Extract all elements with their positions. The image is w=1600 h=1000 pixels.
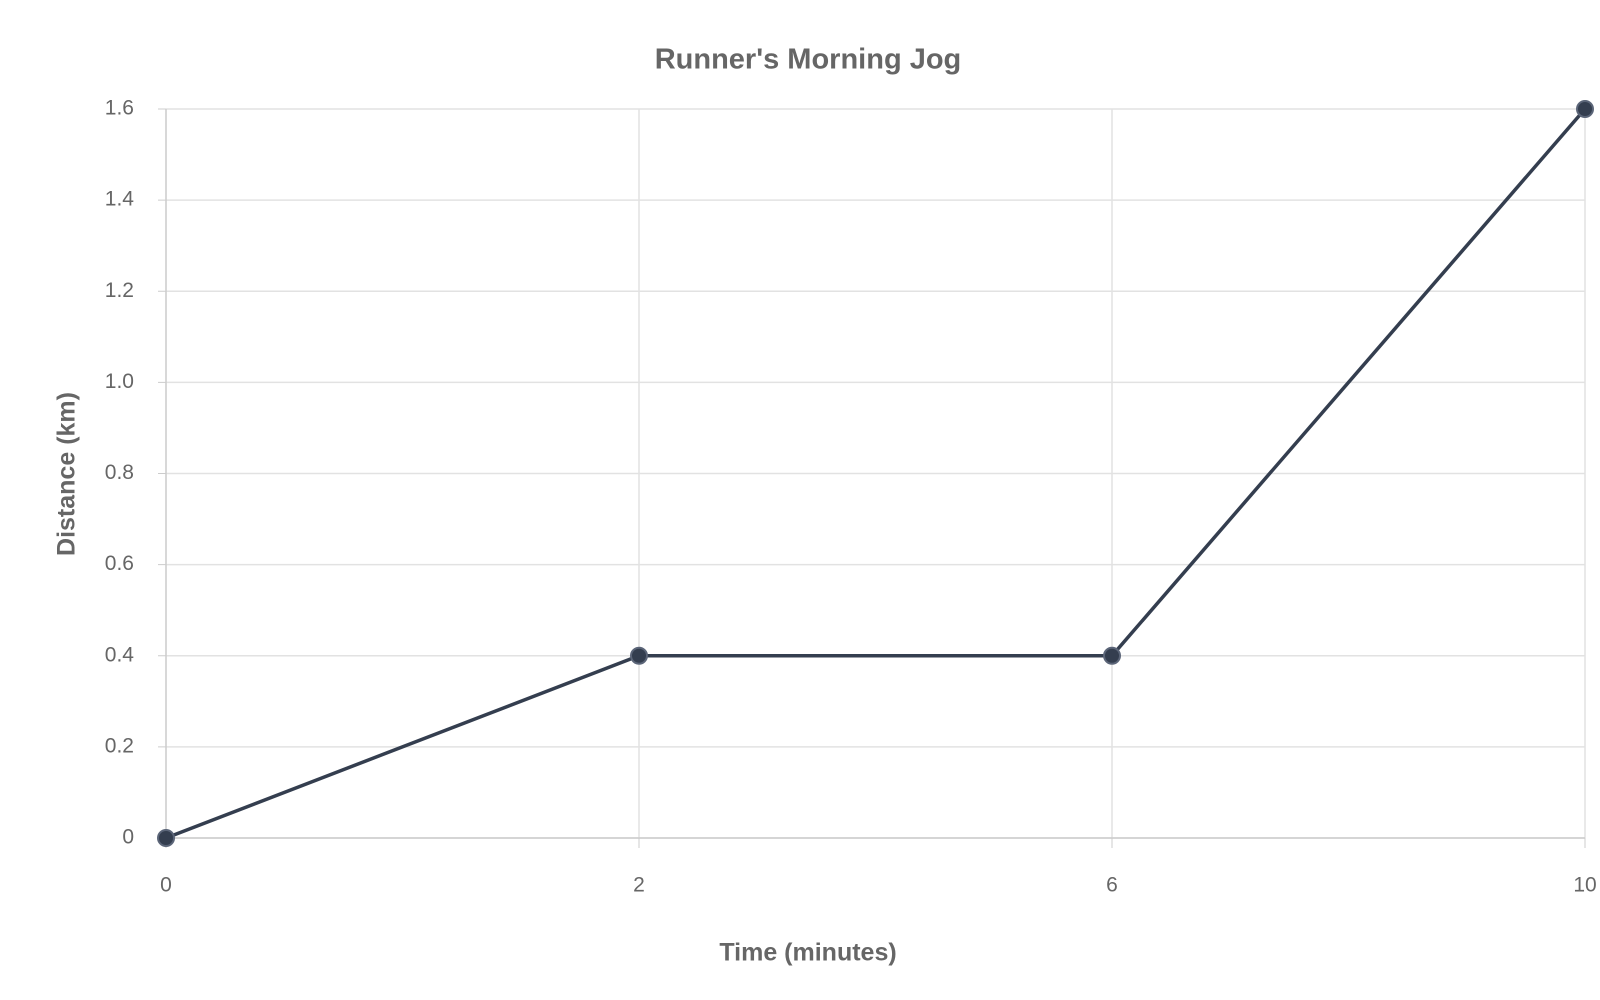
x-axis-title: Time (minutes) xyxy=(719,939,896,967)
y-tick-label: 1.6 xyxy=(105,97,134,120)
y-tick-label: 0.8 xyxy=(105,461,134,484)
data-point xyxy=(157,829,175,847)
x-tick-label: 10 xyxy=(1573,874,1596,897)
y-tick-label: 1.0 xyxy=(105,370,134,393)
x-tick-label: 2 xyxy=(633,874,645,897)
x-tick-label: 6 xyxy=(1106,874,1118,897)
chart-title: Runner's Morning Jog xyxy=(655,44,962,76)
y-tick-label: 1.2 xyxy=(105,279,134,302)
data-point xyxy=(630,646,648,665)
y-tick-label: 0 xyxy=(122,826,134,849)
x-tick-label: 0 xyxy=(160,874,172,897)
data-line xyxy=(165,107,1587,840)
y-tick-label: 0.6 xyxy=(105,552,134,575)
y-tick-label: 1.4 xyxy=(105,188,135,211)
y-axis-title: Distance (km) xyxy=(53,392,81,556)
y-tick-label: 0.4 xyxy=(105,643,135,666)
data-point xyxy=(1576,100,1594,118)
data-point xyxy=(1103,646,1121,665)
y-tick-label: 0.2 xyxy=(105,734,134,757)
